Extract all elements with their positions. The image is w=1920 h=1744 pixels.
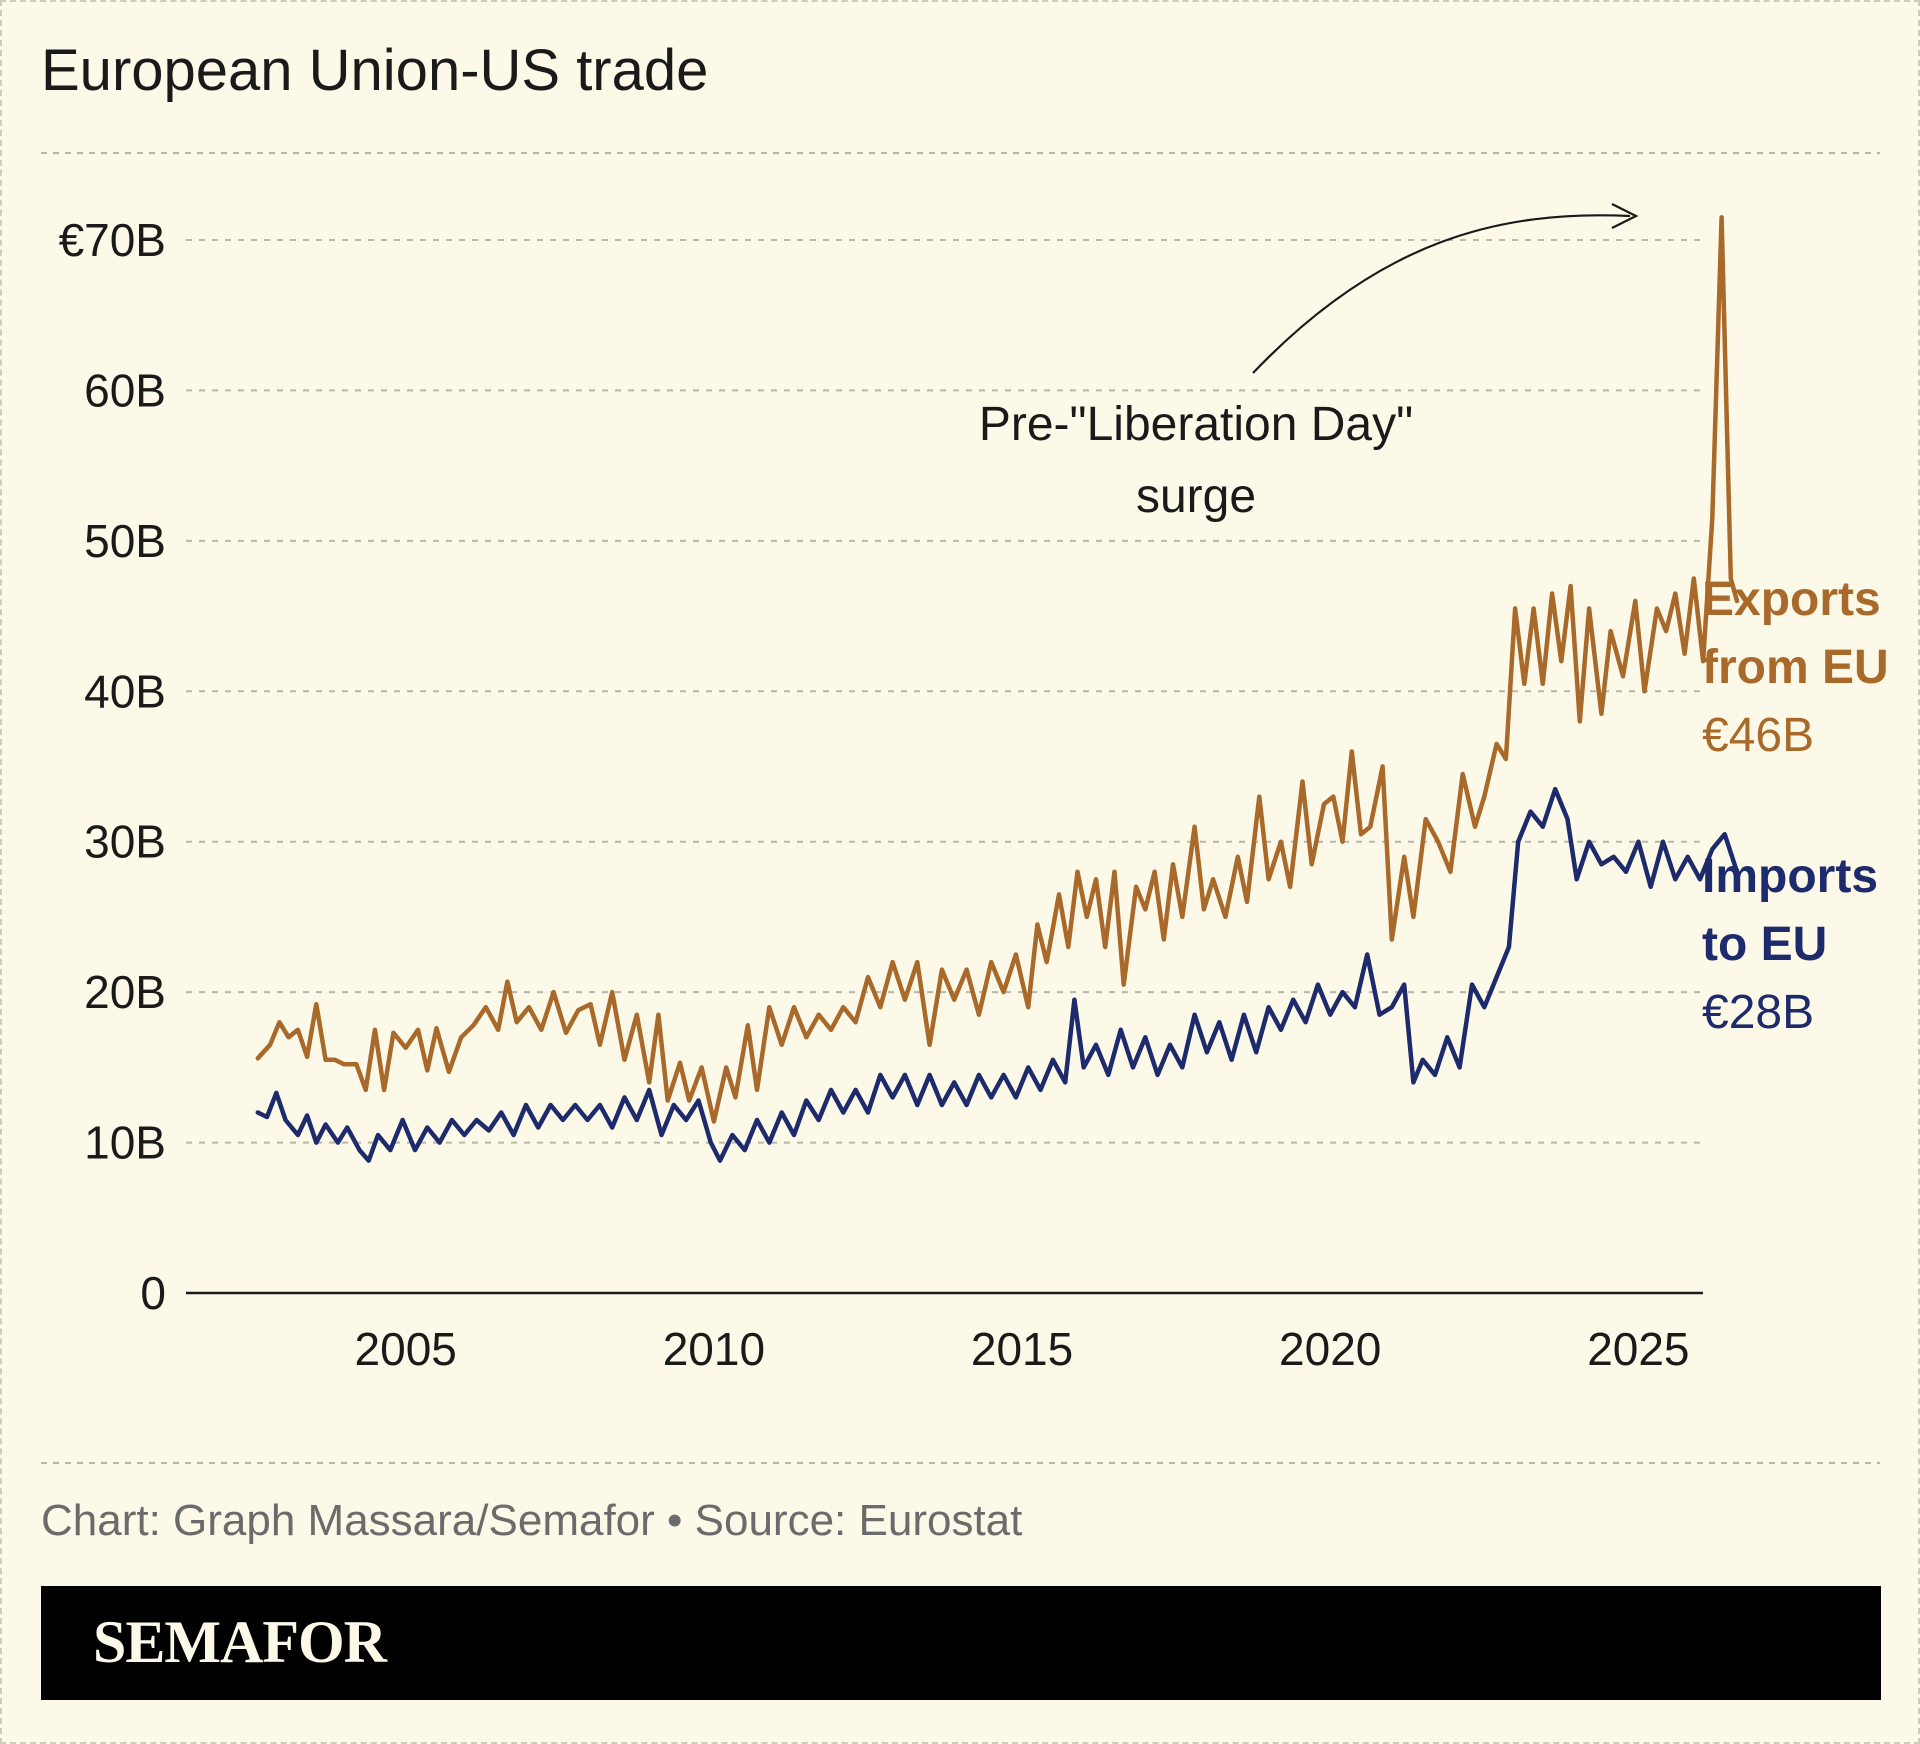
x-tick-label: 2020 bbox=[1279, 1323, 1381, 1375]
y-axis: 0 10B 20B 30B 40B 50B 60B €70B bbox=[59, 214, 166, 1319]
annotation-arrow bbox=[1252, 214, 1631, 374]
exports-label-line: Exports bbox=[1702, 573, 1881, 626]
imports-line bbox=[255, 786, 1740, 1163]
series-labels: Exports from EU €46B Imports to EU €28B bbox=[1702, 573, 1889, 1039]
imports-last-value: €28B bbox=[1702, 986, 1814, 1039]
exports-last-value: €46B bbox=[1702, 709, 1814, 762]
series-lines bbox=[255, 215, 1740, 1163]
x-tick-label: 2005 bbox=[355, 1323, 457, 1375]
y-tick-label: 0 bbox=[140, 1267, 166, 1319]
annotation-line-1: Pre-"Liberation Day" bbox=[979, 398, 1413, 451]
chart-title: European Union-US trade bbox=[41, 38, 708, 103]
annotation-arrowhead bbox=[1611, 203, 1639, 229]
annotation: Pre-"Liberation Day" surge bbox=[979, 203, 1639, 523]
x-tick-label: 2025 bbox=[1587, 1323, 1689, 1375]
x-axis: 2005 2010 2015 2020 2025 bbox=[355, 1323, 1690, 1375]
imports-label-line: to EU bbox=[1702, 918, 1827, 971]
y-tick-label: 50B bbox=[84, 515, 166, 567]
credit-line: Chart: Graph Massara/Semafor • Source: E… bbox=[41, 1496, 1022, 1545]
gridlines bbox=[186, 239, 1703, 1295]
brand-logo: SEMAFOR bbox=[93, 1609, 387, 1675]
y-tick-label: 10B bbox=[84, 1117, 166, 1169]
imports-label-line: Imports bbox=[1702, 850, 1878, 903]
brand-bar: SEMAFOR bbox=[41, 1586, 1881, 1700]
annotation-line-2: surge bbox=[1136, 470, 1256, 523]
y-tick-label: 60B bbox=[84, 364, 166, 416]
exports-line bbox=[255, 215, 1740, 1124]
exports-label-line: from EU bbox=[1702, 641, 1889, 694]
y-tick-label: 40B bbox=[84, 665, 166, 717]
y-tick-label: 20B bbox=[84, 966, 166, 1018]
y-tick-label: 30B bbox=[84, 816, 166, 868]
x-tick-label: 2015 bbox=[971, 1323, 1073, 1375]
x-tick-label: 2010 bbox=[663, 1323, 765, 1375]
y-tick-label: €70B bbox=[59, 214, 166, 266]
